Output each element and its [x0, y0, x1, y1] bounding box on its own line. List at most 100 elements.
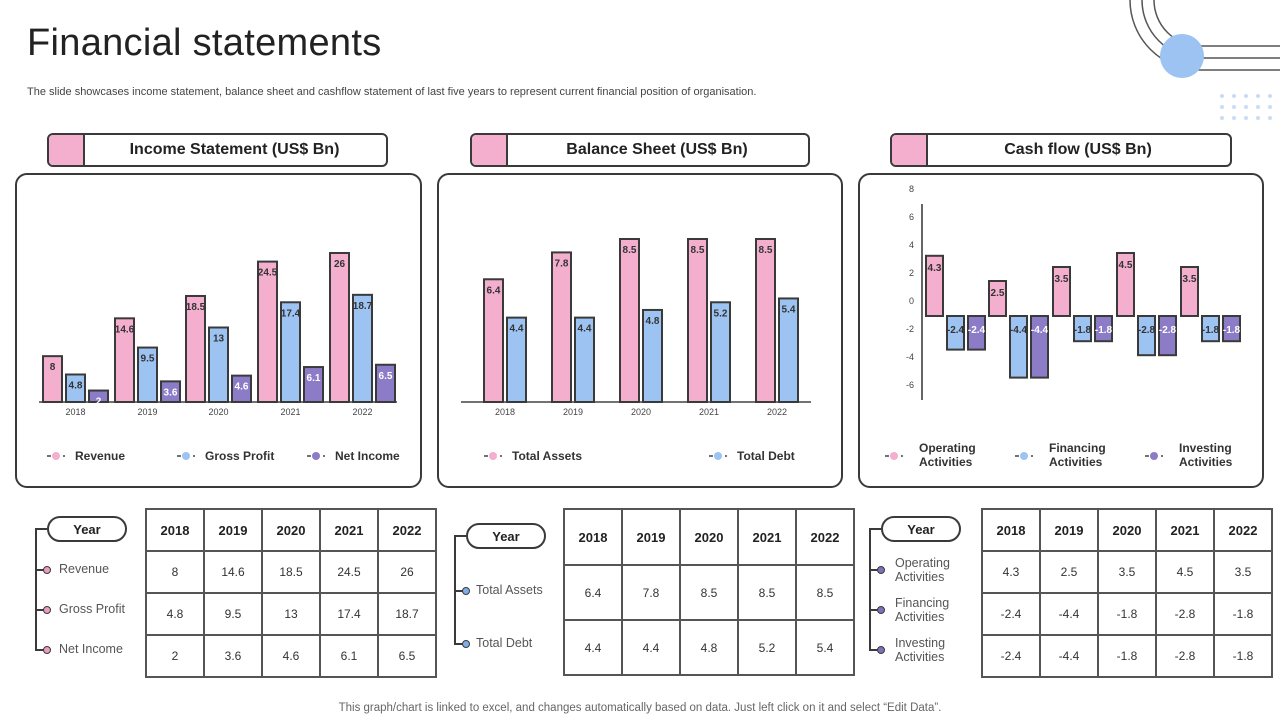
- row-bullet: [43, 606, 51, 614]
- table-cell: 4.8: [145, 592, 205, 636]
- bar: [967, 315, 986, 351]
- table-cell: 4.4: [621, 619, 681, 676]
- data-label: -2.4: [968, 325, 986, 336]
- data-label: 9.5: [141, 354, 155, 365]
- row-bullet: [877, 646, 885, 654]
- table-cell: 4.8: [679, 619, 739, 676]
- bar: [1137, 315, 1156, 357]
- tree-connector: [869, 609, 879, 611]
- bar: [1052, 266, 1071, 317]
- column-header: 2022: [377, 508, 437, 552]
- footer-note: This graph/chart is linked to excel, and…: [338, 702, 942, 714]
- table-row: -2.4 -4.4 -1.8 -2.8 -1.8: [981, 592, 1273, 636]
- row-bullet: [43, 566, 51, 574]
- legend-marker: [890, 452, 898, 460]
- table-cell: 8.5: [795, 564, 855, 621]
- tick-label: 2019: [563, 407, 583, 417]
- data-label: 8.5: [691, 245, 705, 256]
- row-label: Gross Profit: [59, 602, 125, 616]
- table-cell: -4.4: [1039, 592, 1099, 636]
- table-cell: -1.8: [1097, 592, 1157, 636]
- table-row: 4.8 9.5 13 17.4 18.7: [145, 592, 437, 636]
- table-cell: 24.5: [319, 550, 379, 594]
- table-cell: 5.4: [795, 619, 855, 676]
- data-label: -2.4: [947, 325, 965, 336]
- bar: [114, 317, 135, 403]
- page-title: Financial statements: [27, 22, 382, 64]
- bar: [1073, 315, 1092, 343]
- data-table: 2018 2019 2020 2021 2022 8 14.6 18.5 24.5 26 4.8 9.…: [145, 508, 437, 678]
- table-cell: 18.5: [261, 550, 321, 594]
- bar: [778, 297, 799, 403]
- year-pill: Year: [466, 523, 546, 549]
- row-bullet: [43, 646, 51, 654]
- bar: [483, 278, 504, 403]
- tree-connector: [35, 569, 45, 571]
- decorative-arcs: [1129, 0, 1280, 120]
- table-cell: 4.6: [261, 634, 321, 678]
- data-label: 3.5: [1183, 274, 1197, 285]
- page-subtitle: The slide showcases income statement, ba…: [27, 86, 757, 98]
- row-label: Financing Activities: [895, 596, 950, 624]
- tick-label: 2018: [495, 407, 515, 417]
- bar: [352, 293, 373, 403]
- data-label: 5.4: [782, 304, 796, 315]
- tick-label: 2021: [699, 407, 719, 417]
- data-label: 7.8: [555, 258, 569, 269]
- table-cell: -2.8: [1155, 634, 1215, 678]
- bar: [710, 301, 731, 403]
- bar: [574, 316, 595, 404]
- table-cell: 8.5: [679, 564, 739, 621]
- table-cell: 17.4: [319, 592, 379, 636]
- table-cell: 5.2: [737, 619, 797, 676]
- bar: [88, 389, 109, 404]
- cashflow-title: Cash flow (US$ Bn): [1004, 141, 1152, 158]
- row-label: Operating Activities: [895, 556, 950, 584]
- table-row: 4.3 2.5 3.5 4.5 3.5: [981, 550, 1273, 594]
- data-label: 24.5: [258, 268, 278, 279]
- legend-label: Total Assets: [512, 449, 582, 463]
- tick-label: 2019: [137, 407, 157, 417]
- legend-label: Total Debt: [737, 449, 795, 463]
- cashflow-chart: 8 6 4 2 0 -2 -4 -6 4.3 -2.4 -2.4 2.5 -4.4 -4.4 3.5 -1.8…: [885, 184, 1241, 469]
- tick-label: 8: [909, 184, 914, 194]
- bar: [946, 315, 965, 351]
- table-row: -2.4 -4.4 -1.8 -2.8 -1.8: [981, 634, 1273, 678]
- row-bullet: [877, 566, 885, 574]
- column-header: 2019: [621, 508, 681, 566]
- data-label: 4.4: [510, 324, 524, 335]
- header-swatch: [472, 135, 508, 165]
- legend-label: Financing: [1049, 441, 1106, 455]
- legend-label: Gross Profit: [205, 449, 274, 463]
- bar: [1116, 252, 1135, 317]
- bar: [257, 260, 278, 403]
- table-cell: 9.5: [203, 592, 263, 636]
- bar: [208, 326, 229, 403]
- table-row: 6.4 7.8 8.5 8.5 8.5: [563, 564, 855, 621]
- column-header: 2019: [1039, 508, 1099, 552]
- bar: [506, 316, 527, 404]
- table-cell: 3.5: [1213, 550, 1273, 594]
- row-label: Total Debt: [476, 635, 533, 650]
- bar: [185, 294, 206, 403]
- tick-label: 2020: [208, 407, 228, 417]
- data-label: 6.5: [379, 371, 393, 382]
- data-label: -1.8: [1074, 325, 1092, 336]
- bar: [1180, 266, 1199, 317]
- bar: [1009, 315, 1028, 379]
- table-header-row: 2018 2019 2020 2021 2022: [563, 508, 855, 566]
- row-bullet: [877, 606, 885, 614]
- tree-connector: [869, 528, 881, 530]
- bar: [65, 373, 86, 404]
- data-label: 8.5: [759, 245, 773, 256]
- data-label: 4.6: [235, 382, 249, 393]
- table-cell: -4.4: [1039, 634, 1099, 678]
- data-label: 17.4: [281, 308, 301, 319]
- bar: [1030, 315, 1049, 379]
- row-label: Investing Activities: [895, 636, 946, 664]
- data-table: 2018 2019 2020 2021 2022 6.4 7.8 8.5 8.5 8.5 4.4 4.…: [563, 508, 855, 676]
- bar: [42, 355, 63, 403]
- legend-marker: [52, 452, 60, 460]
- data-label: 2: [96, 397, 102, 408]
- bar: [1222, 315, 1241, 343]
